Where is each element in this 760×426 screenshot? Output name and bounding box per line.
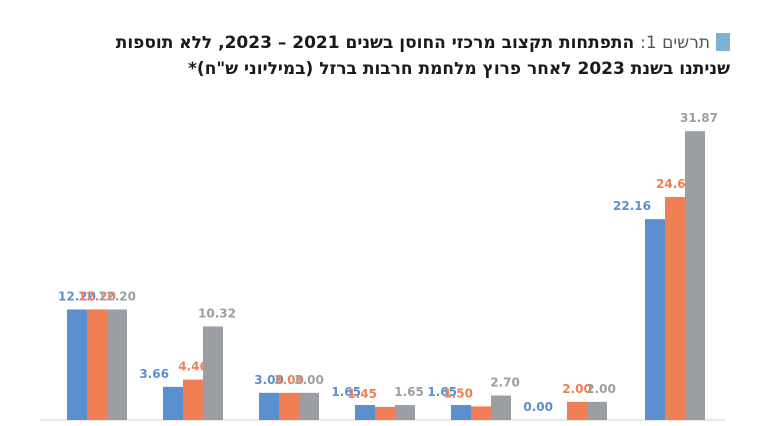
bar-g1-s2 xyxy=(87,309,107,420)
title-text-1: התפתחות תקצוב מרכזי החוסן בשנים 2021 – 2… xyxy=(115,33,635,53)
bar-g4-s2 xyxy=(375,406,395,420)
bar-g4-s1 xyxy=(355,405,375,420)
chart-title: תרשים 1: התפתחות תקצוב מרכזי החוסן בשנים… xyxy=(30,30,730,82)
value-label-g3-s1: 3.00 xyxy=(254,373,284,387)
value-label-g2-s3: 10.32 xyxy=(198,306,236,320)
value-label-g4-s2: 1.45 xyxy=(347,387,377,401)
bar-g3-s2 xyxy=(279,392,299,420)
value-label-g1-s2: 12.20 xyxy=(78,289,116,303)
value-label-g4-s3: 1.65 xyxy=(394,385,424,399)
bar-g6-s2 xyxy=(567,401,587,420)
title-marker xyxy=(716,33,730,51)
bar-g5-s2 xyxy=(471,406,491,420)
bar-g5-s1 xyxy=(451,405,471,420)
value-label-g1-s3: 12.20 xyxy=(98,289,136,303)
title-line-1: תרשים 1: התפתחות תקצוב מרכזי החוסן בשנים… xyxy=(30,30,730,56)
value-label-g5-s2: 1.50 xyxy=(443,386,473,400)
bar-g7-s3 xyxy=(685,131,705,420)
bar-g5-s3 xyxy=(491,395,511,420)
bar-g3-s1 xyxy=(259,392,279,420)
bar-g2-s3 xyxy=(203,326,223,420)
bar-g1-s1 xyxy=(67,309,87,420)
value-label-g2-s1: 3.66 xyxy=(139,367,169,381)
value-label-g7-s1: 22.16 xyxy=(613,199,651,213)
value-label-g6-s1: 0.00 xyxy=(523,400,553,414)
value-label-g6-s3: 2.00 xyxy=(586,382,616,396)
bar-g7-s2 xyxy=(665,196,685,420)
title-line-2: שניתנו בשנת 2023 לאחר פרוץ מלחמת חרבות ב… xyxy=(188,59,730,79)
value-label-g2-s2: 4.46 xyxy=(178,360,208,374)
bar-g2-s2 xyxy=(183,379,203,420)
value-label-g5-s1: 1.65 xyxy=(427,385,457,399)
value-label-g1-s1: 12.20 xyxy=(58,289,96,303)
value-label-g4-s1: 1.65 xyxy=(331,385,361,399)
bar-g7-s1 xyxy=(645,219,665,420)
bar-g2-s1 xyxy=(163,386,183,420)
bar-g1-s3 xyxy=(107,309,127,420)
value-label-g7-s2: 24.61 xyxy=(656,177,694,191)
value-label-g7-s3: 31.87 xyxy=(680,111,718,125)
value-label-g5-s3: 2.70 xyxy=(490,376,520,390)
bar-g6-s3 xyxy=(587,401,607,420)
value-label-g3-s3: 3.00 xyxy=(294,373,324,387)
value-label-g6-s2: 2.00 xyxy=(562,382,592,396)
figure-label: תרשים 1: xyxy=(640,33,710,53)
bar-g4-s3 xyxy=(395,405,415,420)
bar-g3-s3 xyxy=(299,392,319,420)
value-label-g3-s2: 3.00 xyxy=(274,373,304,387)
